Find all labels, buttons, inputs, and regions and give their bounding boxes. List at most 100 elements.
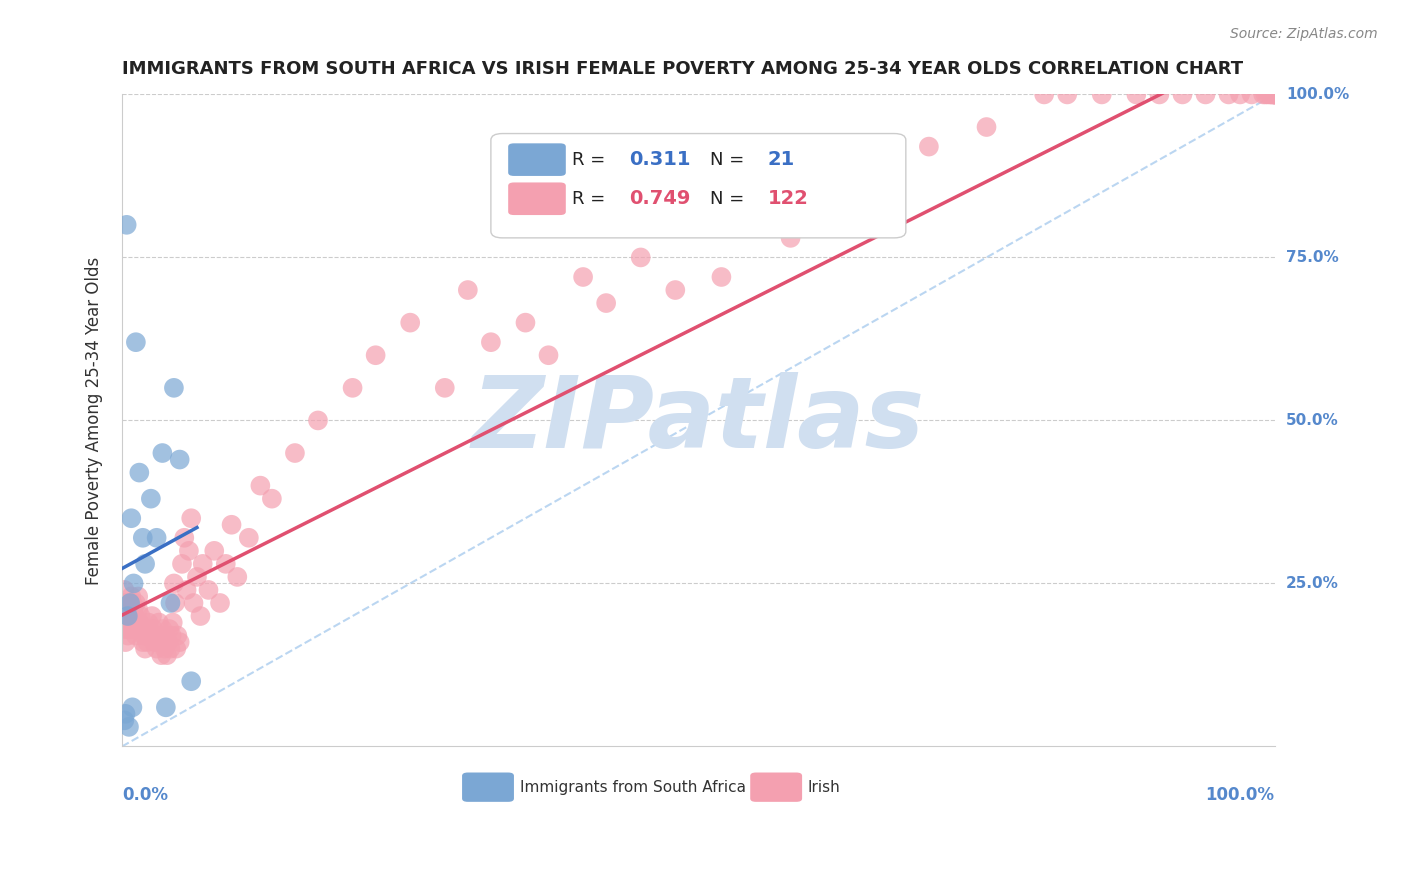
Point xyxy=(170,557,193,571)
Point xyxy=(148,615,170,630)
Point xyxy=(1264,87,1286,102)
Point xyxy=(176,582,198,597)
Point xyxy=(1149,87,1171,102)
Point xyxy=(152,635,174,649)
Point xyxy=(120,622,142,636)
Point xyxy=(202,544,225,558)
Point xyxy=(134,557,156,571)
Text: 50.0%: 50.0% xyxy=(1286,413,1339,428)
Point xyxy=(803,186,825,200)
Point xyxy=(433,381,456,395)
Point xyxy=(156,648,179,662)
Point xyxy=(918,139,941,153)
Text: Source: ZipAtlas.com: Source: ZipAtlas.com xyxy=(1230,27,1378,41)
Text: ZIPatlas: ZIPatlas xyxy=(472,372,925,469)
Point xyxy=(117,609,139,624)
Point xyxy=(1264,87,1286,102)
Text: 25.0%: 25.0% xyxy=(1286,576,1339,591)
Point xyxy=(1218,87,1240,102)
Point xyxy=(112,622,135,636)
Point xyxy=(114,706,136,721)
Point xyxy=(142,622,165,636)
Point xyxy=(238,531,260,545)
Point xyxy=(120,511,142,525)
Point xyxy=(399,316,422,330)
Point xyxy=(145,641,167,656)
Point xyxy=(115,596,138,610)
Point xyxy=(260,491,283,506)
Point xyxy=(157,622,180,636)
Point xyxy=(128,615,150,630)
Point xyxy=(1091,87,1114,102)
Point xyxy=(1229,87,1251,102)
Point xyxy=(457,283,479,297)
Point xyxy=(139,491,162,506)
Text: Irish: Irish xyxy=(808,780,841,795)
Text: N =: N = xyxy=(710,190,744,208)
FancyBboxPatch shape xyxy=(463,772,515,802)
Point xyxy=(120,602,142,616)
FancyBboxPatch shape xyxy=(491,134,905,238)
Point xyxy=(860,153,883,167)
Point xyxy=(117,615,139,630)
Point xyxy=(150,648,173,662)
FancyBboxPatch shape xyxy=(508,183,565,215)
Point xyxy=(114,609,136,624)
Point xyxy=(1260,87,1282,102)
Point xyxy=(143,635,166,649)
Point xyxy=(150,622,173,636)
Point xyxy=(1263,87,1285,102)
Point xyxy=(120,615,142,630)
Point xyxy=(688,218,710,232)
Point xyxy=(118,609,141,624)
Point xyxy=(162,615,184,630)
Text: 100.0%: 100.0% xyxy=(1286,87,1350,102)
Point xyxy=(136,635,159,649)
Point xyxy=(122,602,145,616)
Point xyxy=(125,622,148,636)
Point xyxy=(141,609,163,624)
Point xyxy=(112,596,135,610)
Point xyxy=(249,478,271,492)
Text: N =: N = xyxy=(710,151,744,169)
Point xyxy=(1125,87,1147,102)
Point xyxy=(153,641,176,656)
Point xyxy=(146,629,169,643)
Point xyxy=(125,596,148,610)
Point xyxy=(121,596,143,610)
Point xyxy=(215,557,238,571)
Point xyxy=(664,283,686,297)
FancyBboxPatch shape xyxy=(751,772,801,802)
Point xyxy=(121,700,143,714)
Text: R =: R = xyxy=(572,151,605,169)
Y-axis label: Female Poverty Among 25-34 Year Olds: Female Poverty Among 25-34 Year Olds xyxy=(86,256,103,584)
Point xyxy=(1254,87,1277,102)
Point xyxy=(191,557,214,571)
Point xyxy=(183,596,205,610)
Point xyxy=(132,531,155,545)
Point xyxy=(124,615,146,630)
Point xyxy=(1033,87,1056,102)
Point xyxy=(342,381,364,395)
Text: 21: 21 xyxy=(768,150,794,169)
Point xyxy=(115,622,138,636)
Point xyxy=(160,629,183,643)
Point xyxy=(479,335,502,350)
Text: Immigrants from South Africa: Immigrants from South Africa xyxy=(520,780,745,795)
Point xyxy=(165,596,187,610)
Text: R =: R = xyxy=(572,190,605,208)
Point xyxy=(595,296,617,310)
Text: 0.749: 0.749 xyxy=(630,189,690,208)
Point xyxy=(1257,87,1279,102)
Point xyxy=(1171,87,1194,102)
Point xyxy=(145,531,167,545)
Point xyxy=(132,629,155,643)
Point xyxy=(630,251,652,265)
Text: 0.311: 0.311 xyxy=(630,150,690,169)
Point xyxy=(112,714,135,728)
Point xyxy=(169,452,191,467)
Point xyxy=(132,635,155,649)
Point xyxy=(112,582,135,597)
Point xyxy=(128,466,150,480)
Point xyxy=(163,576,186,591)
